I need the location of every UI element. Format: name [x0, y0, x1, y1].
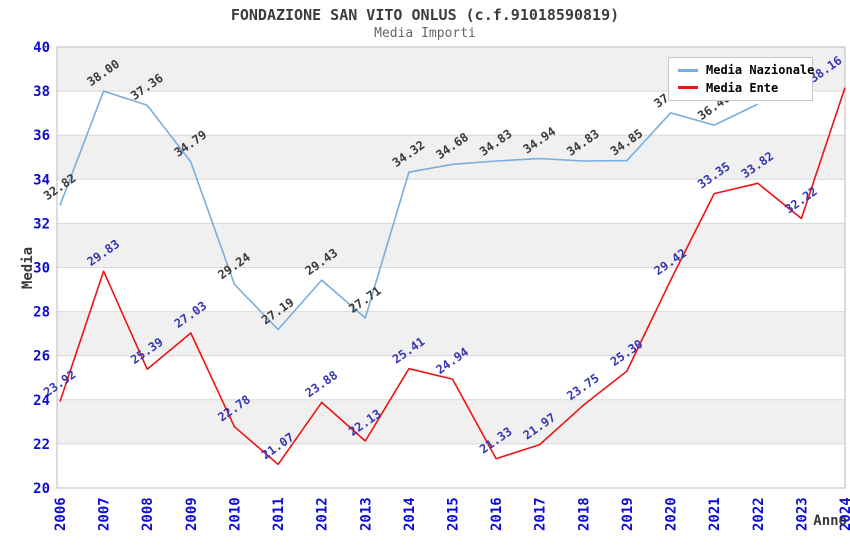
- y-axis-title: Media: [20, 246, 36, 290]
- x-tick-label: 2014: [402, 497, 418, 531]
- x-tick-label: 2006: [53, 497, 69, 531]
- x-tick-label: 2018: [576, 497, 592, 531]
- y-tick-label: 22: [33, 437, 50, 453]
- series-line-media-nazionale: [59, 90, 759, 331]
- data-label: 23.88: [303, 368, 341, 400]
- x-tick-label: 2012: [315, 497, 331, 531]
- x-tick-label: 2008: [140, 497, 156, 531]
- y-tick-label: 24: [33, 393, 50, 409]
- x-tick-label: 2024: [838, 497, 850, 531]
- y-tick-label: 36: [33, 128, 50, 144]
- y-tick-label: 32: [33, 216, 50, 232]
- data-label: 32.22: [782, 184, 820, 216]
- grid-band: [57, 399, 845, 444]
- series-line-media-ente: [59, 87, 846, 466]
- data-label: 23.75: [564, 371, 602, 403]
- x-tick-label: 2023: [794, 497, 810, 531]
- x-axis-title: Anno: [813, 513, 847, 529]
- data-label: 27.71: [346, 284, 384, 316]
- x-tick-label: 2022: [751, 497, 767, 531]
- y-tick-label: 26: [33, 349, 50, 365]
- y-tick-label: 40: [33, 40, 50, 56]
- legend-label: Media Ente: [706, 80, 779, 95]
- y-tick-label: 34: [33, 172, 50, 188]
- legend-item-media-nazionale: Media Nazionale: [678, 63, 814, 78]
- x-tick-label: 2007: [97, 497, 113, 531]
- line-swatch-blue-icon: [678, 68, 698, 72]
- legend: Media Nazionale Media Ente: [668, 57, 814, 101]
- grid-band: [57, 311, 845, 356]
- x-tick-label: 2019: [620, 497, 636, 531]
- legend-label: Media Nazionale: [706, 63, 815, 78]
- y-tick-label: 38: [33, 84, 50, 100]
- x-tick-label: 2017: [533, 497, 549, 531]
- x-tick-label: 2013: [358, 497, 374, 531]
- x-tick-label: 2021: [707, 497, 723, 531]
- x-tick-label: 2009: [184, 497, 200, 531]
- plot-border: [56, 46, 846, 489]
- y-tick-label: 20: [33, 481, 50, 497]
- chart-subtitle: Media Importi: [374, 26, 476, 41]
- x-tick-label: 2011: [271, 497, 287, 531]
- y-tick-label: 30: [33, 261, 50, 277]
- line-swatch-red-icon: [678, 86, 698, 90]
- x-tick-label: 2016: [489, 497, 505, 531]
- y-tick-label: 28: [33, 305, 50, 321]
- chart-title: FONDAZIONE SAN VITO ONLUS (c.f.910185908…: [230, 6, 620, 24]
- x-tick-label: 2010: [227, 497, 243, 531]
- grid-band: [57, 135, 845, 180]
- legend-item-media-ente: Media Ente: [678, 81, 803, 96]
- x-tick-label: 2015: [446, 497, 462, 531]
- grid-band: [57, 223, 845, 268]
- x-tick-label: 2020: [664, 497, 680, 531]
